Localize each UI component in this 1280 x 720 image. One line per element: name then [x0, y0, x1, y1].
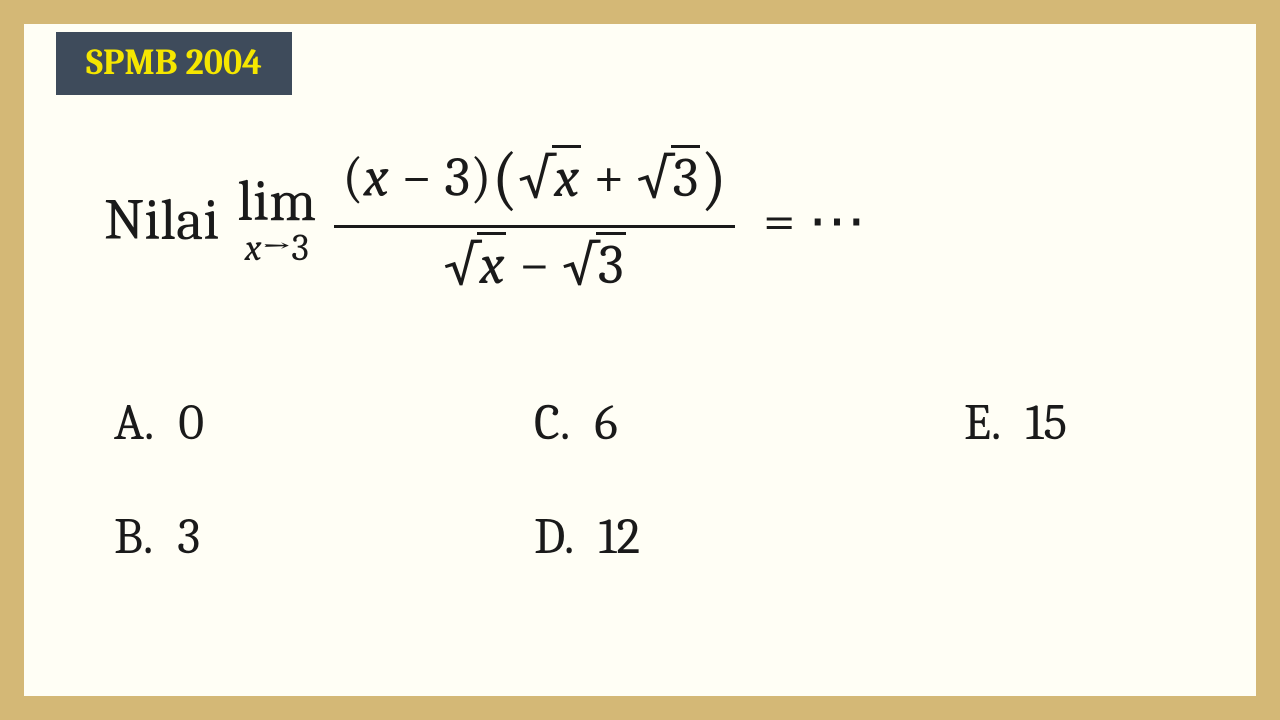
numerator: (x − 3)(x + 3) — [334, 144, 735, 225]
option-value: 3 — [177, 508, 200, 566]
option-b[interactable]: B. 3 — [114, 508, 534, 566]
exam-badge: SPMB 2004 — [56, 32, 292, 95]
option-value: 6 — [594, 394, 618, 452]
option-label: C. — [534, 394, 570, 452]
limit-operator: lim x→3 — [237, 173, 316, 267]
option-value: 15 — [1025, 394, 1067, 452]
option-label: E. — [964, 394, 1001, 452]
options-row-1: A. 0 C. 6 E. 15 — [114, 394, 1067, 452]
option-value: 12 — [598, 508, 640, 566]
sqrt-x-icon: x — [444, 232, 507, 297]
answer-options: A. 0 C. 6 E. 15 B. 3 D. 12 — [114, 394, 1067, 622]
options-row-2: B. 3 D. 12 — [114, 508, 1067, 566]
lim-approach: x→3 — [245, 229, 309, 267]
option-value: 0 — [178, 394, 204, 452]
lim-text: lim — [237, 173, 316, 231]
fraction: (x − 3)(x + 3) x − 3 — [334, 144, 735, 297]
sqrt-3-icon: 3 — [562, 232, 626, 297]
sqrt-3-icon: 3 — [637, 145, 701, 210]
denominator: x − 3 — [436, 228, 634, 297]
question-prefix: Nilai — [104, 187, 219, 254]
option-d[interactable]: D. 12 — [534, 508, 964, 566]
option-c[interactable]: C. 6 — [534, 394, 964, 452]
option-a[interactable]: A. 0 — [114, 394, 534, 452]
option-label: A. — [114, 394, 154, 452]
question-card: SPMB 2004 Nilai lim x→3 (x − 3)(x + 3) x… — [24, 24, 1256, 696]
equals-ellipsis: = ⋯ — [763, 186, 866, 255]
sqrt-x-icon: x — [518, 145, 581, 210]
option-label: D. — [534, 508, 574, 566]
math-expression: Nilai lim x→3 (x − 3)(x + 3) x − 3 = ⋯ — [104, 144, 1196, 297]
option-label: B. — [114, 508, 153, 566]
option-e[interactable]: E. 15 — [964, 394, 1067, 452]
question-area: Nilai lim x→3 (x − 3)(x + 3) x − 3 = ⋯ — [104, 144, 1196, 297]
